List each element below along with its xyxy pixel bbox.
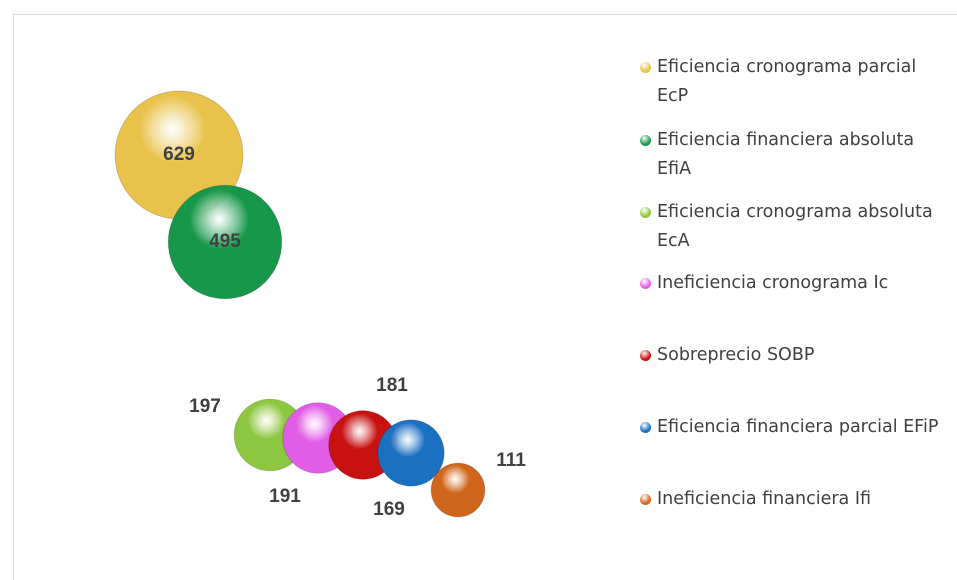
legend-marker xyxy=(640,494,651,505)
data-label: 181 xyxy=(376,375,408,396)
data-label: 169 xyxy=(373,499,405,520)
legend-label: Ineficiencia cronograma Ic xyxy=(657,273,889,293)
legend-item: Eficiencia financiera absoluta EfiA xyxy=(640,126,945,184)
legend-marker xyxy=(640,350,651,361)
legend-label: Eficiencia financiera absoluta EfiA xyxy=(657,130,915,179)
legend-label: Sobreprecio SOBP xyxy=(657,345,815,365)
legend-marker xyxy=(640,422,651,433)
legend-label: Eficiencia cronograma absoluta EcA xyxy=(657,202,933,251)
legend-item: Eficiencia cronograma parcial EcP xyxy=(640,53,945,111)
bubble xyxy=(377,419,445,487)
legend-label: Eficiencia financiera parcial EFiP xyxy=(657,417,939,437)
legend-item: Eficiencia cronograma absoluta EcA xyxy=(640,198,945,256)
legend-marker xyxy=(640,278,651,289)
bubble xyxy=(430,462,486,518)
legend-item: Ineficiencia financiera Ifi xyxy=(640,485,945,514)
legend-marker xyxy=(640,135,651,146)
bubble xyxy=(167,184,283,300)
legend-marker xyxy=(640,62,651,73)
data-label: 495 xyxy=(209,231,241,252)
chart-border xyxy=(13,14,957,580)
legend-label: Eficiencia cronograma parcial EcP xyxy=(657,57,917,106)
data-label: 111 xyxy=(496,450,526,471)
legend-marker xyxy=(640,207,651,218)
data-label: 629 xyxy=(163,144,195,165)
legend-label: Ineficiencia financiera Ifi xyxy=(657,489,871,509)
data-label: 191 xyxy=(269,486,301,507)
legend-item: Ineficiencia cronograma Ic xyxy=(640,269,945,298)
legend-item: Eficiencia financiera parcial EFiP xyxy=(640,413,945,442)
data-label: 197 xyxy=(189,396,221,417)
legend-item: Sobreprecio SOBP xyxy=(640,341,945,370)
